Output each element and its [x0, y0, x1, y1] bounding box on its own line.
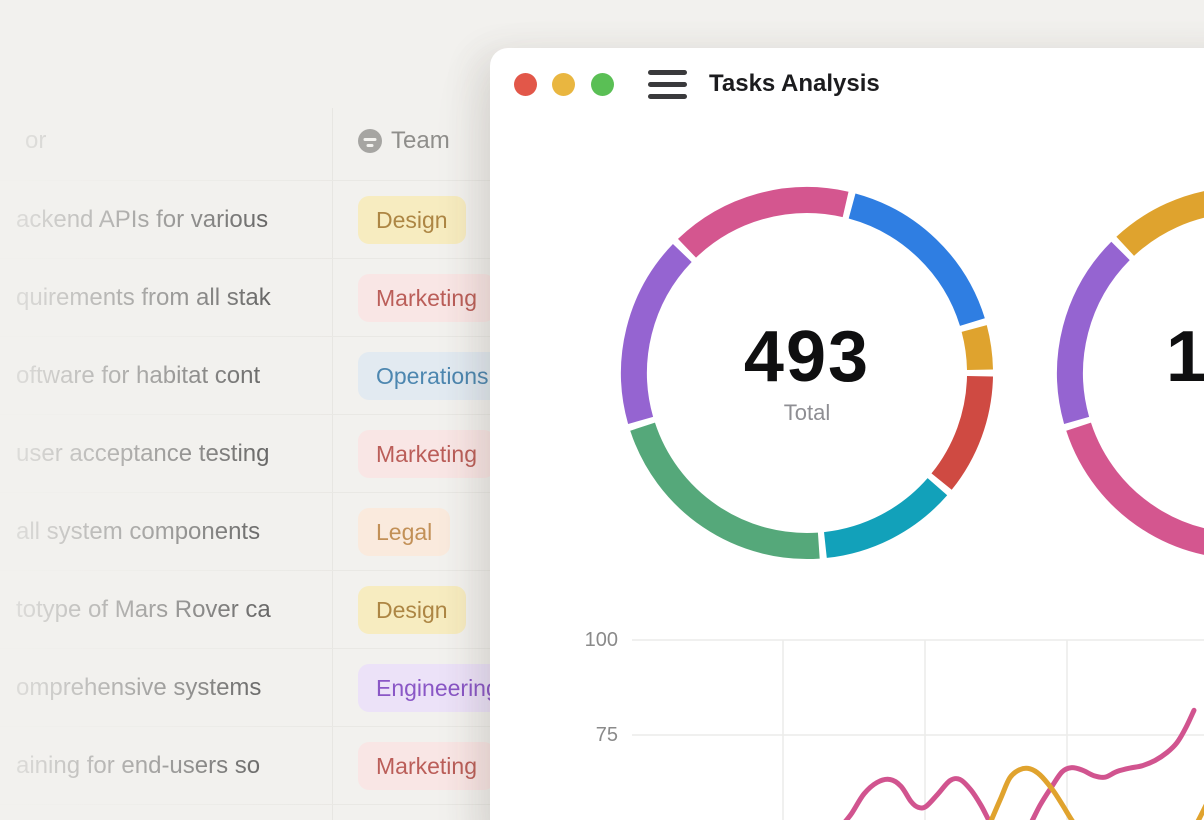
close-button[interactable] [514, 73, 537, 96]
task-text: omprehensive systems [16, 674, 262, 701]
donut-segment [677, 187, 849, 258]
team-badge[interactable]: Marketing [358, 430, 495, 478]
orange-series [988, 765, 1204, 820]
minimize-button[interactable] [552, 73, 575, 96]
donut-segment [961, 325, 993, 371]
donut-total-label: Total [783, 400, 831, 425]
donut-segment [848, 193, 985, 327]
donut2-partial-value: 1 [1165, 317, 1204, 397]
tasks-analysis-window[interactable]: Tasks Analysis 493 Total 1 100 75 [490, 48, 1204, 820]
team-badge[interactable]: Marketing [358, 742, 495, 790]
y-tick-label: 75 [595, 724, 618, 746]
donut-total-value: 493 [743, 317, 871, 397]
pink-series [843, 707, 1197, 820]
donut-segment [931, 375, 993, 490]
menu-icon[interactable] [648, 68, 688, 100]
donut-segment [823, 477, 948, 558]
table-row-separator [0, 804, 540, 820]
filter-icon [358, 129, 382, 153]
task-text: quirements from all stak [16, 284, 271, 311]
table-row[interactable]: all system components Legal [0, 492, 540, 571]
donut-segment [1066, 422, 1204, 555]
task-column-header: or [25, 127, 47, 154]
table-row[interactable]: ackend APIs for various Design [0, 180, 540, 259]
zoom-button[interactable] [591, 73, 614, 96]
table-header-row: or Team [0, 102, 520, 180]
table-row[interactable]: quirements from all stak Marketing [0, 258, 540, 337]
table-row[interactable]: aining for end-users so Marketing [0, 726, 540, 805]
donut-segment [630, 422, 820, 559]
table-row[interactable]: user acceptance testing Marketing [0, 414, 540, 493]
team-column-header[interactable]: Team [358, 102, 450, 180]
task-text: aining for end-users so [16, 752, 261, 779]
y-tick-label: 100 [584, 629, 618, 651]
team-badge[interactable]: Marketing [358, 274, 495, 322]
table-row[interactable]: oftware for habitat cont Operations [0, 336, 540, 415]
task-text: oftware for habitat cont [16, 362, 261, 389]
task-text: all system components [16, 518, 261, 545]
donut-segment [1116, 191, 1204, 256]
task-text: ackend APIs for various [16, 206, 269, 233]
team-badge[interactable]: Operations [358, 352, 507, 400]
window-title: Tasks Analysis [709, 70, 880, 97]
table-row[interactable]: omprehensive systems Engineering [0, 648, 540, 727]
donut-segment [1057, 241, 1130, 424]
team-badge[interactable]: Design [358, 196, 466, 244]
team-badge[interactable]: Design [358, 586, 466, 634]
team-column-label: Team [391, 127, 450, 154]
donut-segment [621, 243, 692, 424]
task-text: totype of Mars Rover ca [16, 596, 271, 623]
window-titlebar[interactable]: Tasks Analysis [490, 48, 1204, 120]
team-badge[interactable]: Legal [358, 508, 451, 556]
table-row[interactable]: totype of Mars Rover ca Design [0, 570, 540, 649]
task-text: user acceptance testing [16, 440, 270, 467]
charts-canvas [621, 187, 1204, 820]
